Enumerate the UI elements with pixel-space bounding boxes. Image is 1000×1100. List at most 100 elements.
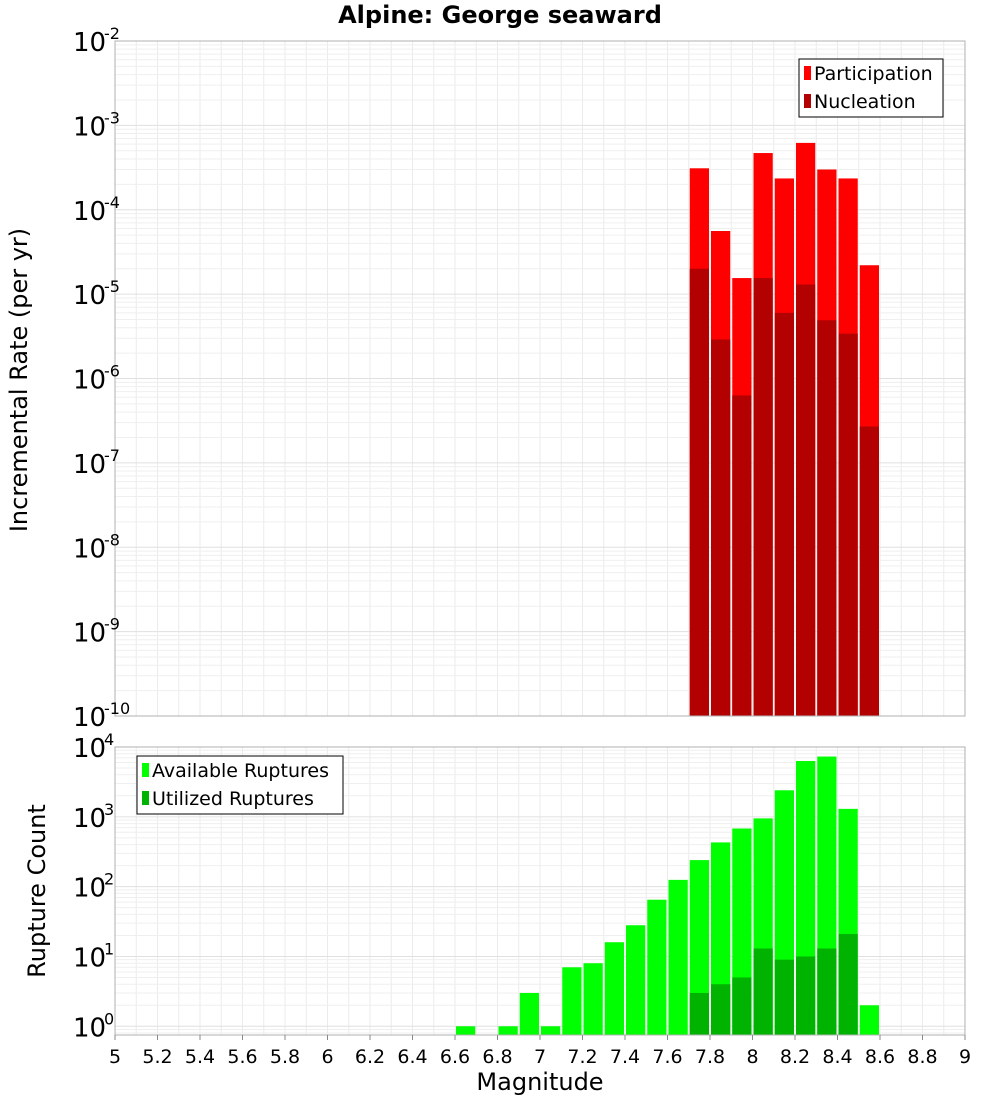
bottom-bar-available-ruptures xyxy=(626,925,646,1035)
bottom-bar-available-ruptures xyxy=(456,1026,476,1035)
top-y-tick-label: 10 xyxy=(73,197,106,227)
bottom-bar-utilized-ruptures xyxy=(732,977,752,1035)
bottom-y-axis-label: Rupture Count xyxy=(23,804,51,978)
bottom-bar-utilized-ruptures xyxy=(774,959,794,1035)
top-y-tick-exponent: -5 xyxy=(104,277,120,296)
bottom-y-tick-exponent: 3 xyxy=(104,800,114,819)
bottom-y-tick-label: 10 xyxy=(73,804,106,834)
top-bar-nucleation xyxy=(774,312,794,716)
x-tick-label: 6.2 xyxy=(355,1046,385,1068)
bottom-bar-available-ruptures xyxy=(562,967,582,1035)
top-y-tick-exponent: -8 xyxy=(104,530,120,549)
x-tick-label: 5.4 xyxy=(185,1046,215,1068)
bottom-legend-label: Available Ruptures xyxy=(152,760,329,782)
bottom-legend-box xyxy=(136,755,344,815)
bottom-y-tick-label: 10 xyxy=(73,874,106,904)
x-tick-label: 5 xyxy=(109,1046,121,1068)
top-bar-nucleation xyxy=(711,339,731,716)
top-y-axis-label: Incremental Rate (per yr) xyxy=(5,228,33,532)
top-y-tick-label: 10 xyxy=(73,534,106,564)
top-grid xyxy=(114,40,966,717)
bottom-bar-available-ruptures xyxy=(859,1005,879,1035)
bottom-bars xyxy=(456,756,879,1035)
bottom-bar-utilized-ruptures xyxy=(838,933,858,1035)
top-y-tick-label: 10 xyxy=(73,450,106,480)
bottom-y-tick-exponent: 4 xyxy=(104,730,114,749)
x-tick-label: 7.2 xyxy=(567,1046,597,1068)
top-y-tick-exponent: -6 xyxy=(104,362,120,381)
bottom-bar-available-ruptures xyxy=(668,879,688,1035)
bottom-grid xyxy=(114,746,966,1035)
top-y-tick-label: 10 xyxy=(73,281,106,311)
top-y-tick-label: 10 xyxy=(73,366,106,396)
x-axis-label: Magnitude xyxy=(476,1068,603,1096)
bottom-bar-utilized-ruptures xyxy=(689,992,709,1035)
bottom-bar-utilized-ruptures xyxy=(796,956,816,1035)
top-y-tick-exponent: -3 xyxy=(104,108,120,127)
bottom-bar-utilized-ruptures xyxy=(711,984,731,1035)
x-tick-label: 8.4 xyxy=(822,1046,852,1068)
bottom-bar-available-ruptures xyxy=(604,942,624,1035)
bottom-y-tick-label: 10 xyxy=(73,1013,106,1043)
bottom-y-tick-exponent: 2 xyxy=(104,870,114,889)
top-legend: Participation Nucleation xyxy=(798,58,944,118)
top-panel: 10-210-310-410-510-610-710-810-910-10 In… xyxy=(5,24,966,733)
x-tick-label: 5.6 xyxy=(227,1046,257,1068)
top-y-tick-exponent: -7 xyxy=(104,446,120,465)
x-tick-label: 6 xyxy=(321,1046,333,1068)
bottom-bar-available-ruptures xyxy=(498,1026,518,1035)
x-tick-label: 6.8 xyxy=(482,1046,512,1068)
chart-title: Alpine: George seaward xyxy=(338,1,662,29)
top-legend-box xyxy=(798,58,944,118)
x-tick-label: 7 xyxy=(534,1046,546,1068)
bottom-legend-swatch xyxy=(142,763,149,777)
top-bar-nucleation xyxy=(689,268,709,716)
x-tick-label: 7.4 xyxy=(610,1046,640,1068)
bottom-bar-available-ruptures xyxy=(519,992,539,1035)
top-legend-label: Nucleation xyxy=(814,91,916,113)
top-y-tick-label: 10 xyxy=(73,28,106,58)
x-tick-label: 7.6 xyxy=(652,1046,682,1068)
x-tick-label: 9 xyxy=(959,1046,971,1068)
bottom-bar-available-ruptures xyxy=(541,1026,561,1035)
top-bar-nucleation xyxy=(732,395,752,716)
bottom-bar-available-ruptures xyxy=(647,899,667,1035)
x-tick-label: 7.8 xyxy=(695,1046,725,1068)
bottom-y-tick-label: 10 xyxy=(73,943,106,973)
x-tick-label: 6.6 xyxy=(440,1046,470,1068)
bottom-legend-label: Utilized Ruptures xyxy=(152,788,314,810)
top-y-tick-exponent: -2 xyxy=(104,24,120,43)
x-tick-label: 5.2 xyxy=(142,1046,172,1068)
bottom-legend: Available Ruptures Utilized Ruptures xyxy=(136,755,344,815)
bottom-bar-utilized-ruptures xyxy=(817,948,837,1035)
x-tick-label: 5.8 xyxy=(270,1046,300,1068)
bottom-bar-available-ruptures xyxy=(689,860,709,1035)
x-tick-label: 8.2 xyxy=(780,1046,810,1068)
top-y-tick-label: 10 xyxy=(73,112,106,142)
top-bar-nucleation xyxy=(838,333,858,716)
bottom-y-tick-label: 10 xyxy=(73,734,106,764)
x-tick-label: 8.6 xyxy=(865,1046,895,1068)
bottom-y-tick-exponent: 1 xyxy=(104,939,114,958)
top-bar-nucleation xyxy=(859,426,879,716)
top-y-tick-exponent: -4 xyxy=(104,193,120,212)
top-y-tick-label: 10 xyxy=(73,703,106,733)
top-y-ticks: 10-210-310-410-510-610-710-810-910-10 xyxy=(73,24,130,733)
top-bar-nucleation xyxy=(817,320,837,716)
top-bars xyxy=(689,142,879,716)
top-y-tick-label: 10 xyxy=(73,619,106,649)
x-tick-label: 8 xyxy=(746,1046,758,1068)
top-bar-nucleation xyxy=(796,284,816,716)
bottom-y-tick-exponent: 0 xyxy=(104,1009,114,1028)
top-y-tick-exponent: -10 xyxy=(104,699,130,718)
bottom-legend-swatch xyxy=(142,791,149,805)
top-legend-label: Participation xyxy=(814,63,933,85)
top-legend-swatch xyxy=(804,94,811,108)
bottom-bar-available-ruptures xyxy=(583,963,603,1035)
top-bar-nucleation xyxy=(753,278,773,716)
top-plot-frame xyxy=(114,40,966,717)
